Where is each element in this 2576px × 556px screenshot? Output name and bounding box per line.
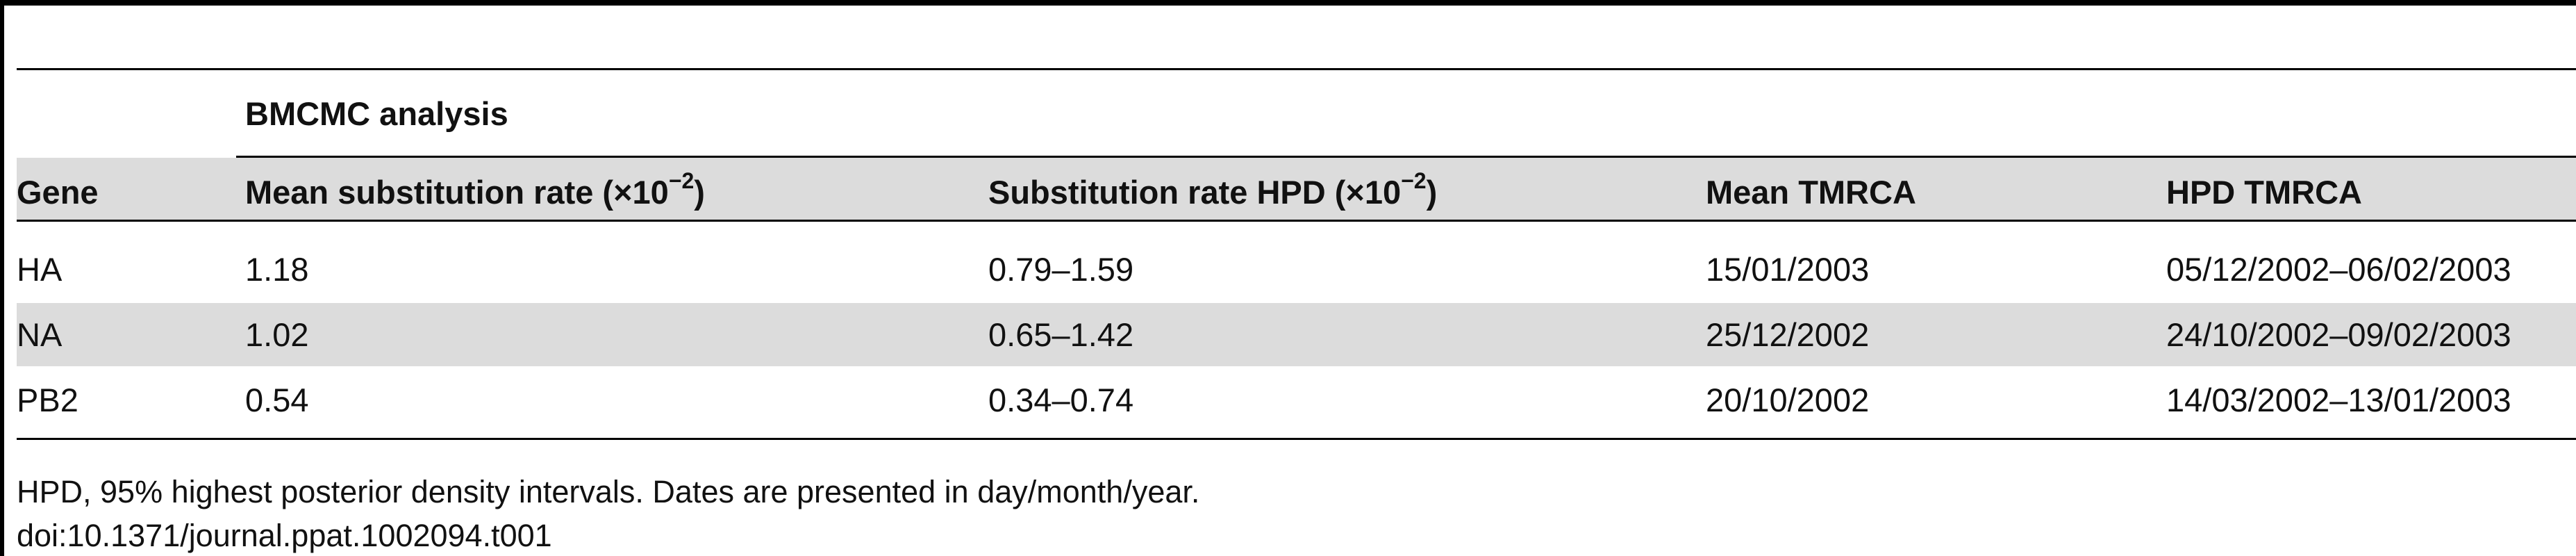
- group-header-rule: [236, 156, 2576, 158]
- cell-rate-hpd: 0.34–0.74: [988, 382, 1134, 418]
- cell-mean-rate: 0.54: [245, 382, 309, 418]
- cell-rate-hpd: 0.79–1.59: [988, 251, 1134, 288]
- cell-mean-rate: 1.18: [245, 251, 309, 288]
- column-header-gene: Gene: [17, 174, 99, 211]
- cell-gene: PB2: [17, 382, 78, 418]
- doi-link[interactable]: doi:10.1371/journal.ppat.1002094.t001: [17, 518, 552, 553]
- header-row-band: [17, 158, 2576, 220]
- row-band: [17, 303, 2576, 366]
- cell-hpd-tmrca: 24/10/2002–09/02/2003: [2166, 316, 2511, 353]
- cell-mean-tmrca: 15/01/2003: [1706, 251, 1870, 288]
- cell-gene: HA: [17, 251, 63, 288]
- table-top-rule: [17, 68, 2576, 70]
- cell-gene: NA: [17, 316, 63, 353]
- cell-rate-hpd: 0.65–1.42: [988, 316, 1134, 353]
- top-border: [0, 0, 2576, 6]
- cell-mean-tmrca: 20/10/2002: [1706, 382, 1870, 418]
- left-border: [0, 0, 4, 556]
- header-bottom-rule: [17, 220, 2576, 222]
- column-header-mean-tmrca: Mean TMRCA: [1706, 174, 1916, 211]
- column-header-rate-hpd: Substitution rate HPD (×10−2): [988, 168, 1438, 211]
- column-header-mean-rate: Mean substitution rate (×10−2): [245, 168, 705, 211]
- cell-hpd-tmrca: 14/03/2002–13/01/2003: [2166, 382, 2511, 418]
- cell-mean-rate: 1.02: [245, 316, 309, 353]
- table-bottom-rule: [17, 438, 2576, 440]
- column-header-hpd-tmrca: HPD TMRCA: [2166, 174, 2362, 211]
- cell-mean-tmrca: 25/12/2002: [1706, 316, 1870, 353]
- group-header: BMCMC analysis: [245, 95, 508, 132]
- table-footnote: HPD, 95% highest posterior density inter…: [17, 474, 1200, 509]
- cell-hpd-tmrca: 05/12/2002–06/02/2003: [2166, 251, 2511, 288]
